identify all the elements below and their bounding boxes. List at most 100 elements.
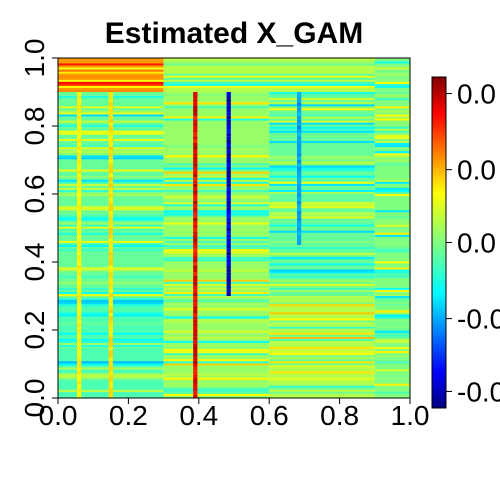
heatmap-vertical-streak [193, 347, 198, 351]
heatmap-vertical-streak [193, 187, 198, 191]
heatmap-vertical-streak [77, 251, 82, 256]
heatmap-vertical-streak [193, 102, 198, 106]
heatmap-vertical-streak [108, 231, 113, 235]
heatmap-vertical-streak [193, 98, 198, 103]
heatmap-row-stripe [269, 377, 375, 380]
heatmap-vertical-streak [108, 367, 113, 371]
heatmap-row-stripe [374, 312, 410, 315]
heatmap-vertical-streak [193, 357, 198, 361]
heatmap-vertical-streak [193, 309, 198, 313]
heatmap-vertical-streak [108, 285, 113, 290]
heatmap-row-stripe [269, 247, 375, 250]
heatmap-vertical-streak [193, 296, 198, 300]
heatmap-row-stripe [374, 126, 410, 129]
heatmap-vertical-streak [226, 217, 231, 222]
heatmap-vertical-streak [193, 214, 198, 218]
heatmap-vertical-streak [108, 146, 113, 150]
heatmap-row-stripe [374, 265, 410, 268]
heatmap-vertical-streak [226, 119, 231, 123]
heatmap-vertical-streak [77, 323, 82, 327]
colorbar-tick-label: -0.0 [457, 304, 500, 335]
heatmap-vertical-streak [226, 139, 231, 143]
heatmap-vertical-streak [193, 319, 198, 324]
heatmap-vertical-streak [226, 251, 231, 256]
heatmap-row-stripe [269, 371, 375, 374]
heatmap-vertical-streak [77, 309, 82, 313]
heatmap-row-stripe [269, 102, 375, 105]
heatmap-row-stripe [269, 332, 375, 335]
heatmap-vertical-streak [108, 275, 113, 279]
heatmap-vertical-streak [226, 112, 231, 116]
heatmap-row-stripe [374, 151, 410, 154]
heatmap-row-stripe [269, 318, 375, 321]
heatmap-row-stripe [58, 83, 164, 86]
heatmap-row-stripe [269, 298, 375, 301]
heatmap-vertical-streak [77, 115, 82, 120]
heatmap-row-stripe [374, 304, 410, 307]
heatmap-row-stripe [163, 77, 410, 80]
heatmap-vertical-streak [77, 357, 82, 361]
heatmap-vertical-streak [297, 183, 302, 188]
heatmap-vertical-streak [108, 272, 113, 276]
heatmap-vertical-streak [226, 279, 231, 283]
heatmap-row-stripe [269, 189, 375, 192]
heatmap-vertical-streak [77, 245, 82, 249]
heatmap-row-stripe [374, 251, 410, 254]
heatmap-row-stripe [374, 369, 410, 372]
heatmap-vertical-streak [108, 377, 113, 381]
heatmap-row-stripe [374, 338, 410, 341]
heatmap-row-stripe [269, 363, 375, 366]
heatmap-row-stripe [269, 347, 375, 350]
heatmap-vertical-streak [193, 282, 198, 286]
heatmap-vertical-streak [193, 166, 198, 171]
heatmap-row-stripe [58, 89, 164, 92]
heatmap-vertical-streak [193, 180, 198, 184]
heatmap-vertical-streak [108, 306, 113, 310]
heatmap-vertical-streak [77, 265, 82, 269]
chart-title: Estimated X_GAM [105, 17, 363, 50]
heatmap-row-stripe [269, 320, 375, 323]
y-tick-label: 1.0 [19, 39, 50, 78]
heatmap-row-stripe [163, 253, 270, 256]
heatmap-vertical-streak [193, 275, 198, 279]
heatmap-vertical-streak [77, 391, 82, 395]
heatmap-row-stripe [269, 385, 375, 388]
heatmap-vertical-streak [77, 275, 82, 279]
heatmap-vertical-streak [77, 316, 82, 320]
heatmap-vertical-streak [108, 166, 113, 171]
heatmap-vertical-streak [226, 211, 231, 215]
heatmap-vertical-streak [77, 370, 82, 375]
heatmap-vertical-streak [193, 255, 198, 259]
heatmap-row-stripe [163, 359, 270, 362]
heatmap-vertical-streak [77, 394, 82, 398]
heatmap-vertical-streak [193, 132, 198, 137]
heatmap-vertical-streak [77, 160, 82, 164]
heatmap-row-stripe [374, 371, 410, 374]
heatmap-row-stripe [374, 287, 410, 290]
heatmap-row-stripe [163, 247, 270, 250]
heatmap-vertical-streak [193, 197, 198, 201]
heatmap-vertical-streak [77, 238, 82, 242]
heatmap-row-stripe [163, 165, 270, 168]
heatmap-vertical-streak [226, 143, 231, 147]
heatmap-row-stripe [163, 214, 270, 217]
heatmap-vertical-streak [226, 272, 231, 276]
heatmap-vertical-streak [108, 381, 113, 385]
heatmap-vertical-streak [77, 149, 82, 154]
heatmap-vertical-streak [193, 122, 198, 126]
heatmap-vertical-streak [193, 248, 198, 252]
heatmap-row-stripe [163, 389, 270, 392]
heatmap-row-stripe [374, 134, 410, 137]
heatmap-row-stripe [269, 336, 375, 339]
heatmap-row-stripe [374, 314, 410, 317]
heatmap-row-stripe [163, 257, 270, 260]
heatmap-row-stripe [163, 212, 270, 215]
heatmap-vertical-streak [193, 326, 198, 330]
heatmap-row-stripe [269, 240, 375, 243]
heatmap-row-stripe [269, 98, 375, 101]
heatmap-vertical-streak [108, 228, 113, 232]
heatmap-vertical-streak [297, 228, 302, 232]
heatmap-vertical-streak [226, 241, 231, 245]
heatmap-row-stripe [163, 387, 270, 390]
heatmap-row-stripe [163, 245, 270, 248]
